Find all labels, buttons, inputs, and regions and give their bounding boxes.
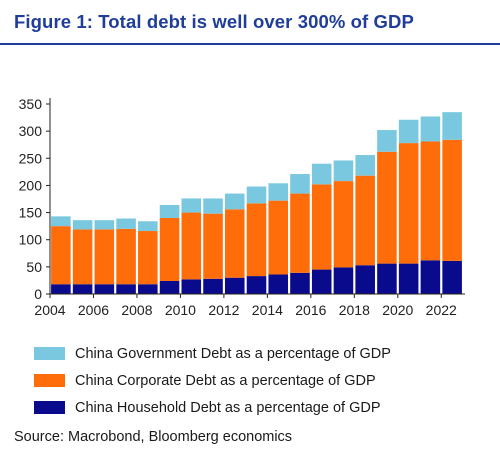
bar-segment-government-2005	[72, 220, 93, 230]
bar-segment-corporate-2005	[72, 229, 93, 285]
y-tick-label: 250	[19, 150, 43, 166]
bar-segment-corporate-2007	[116, 228, 136, 285]
x-tick-label: 2020	[382, 302, 413, 318]
bar-segment-government-2009	[159, 204, 180, 218]
bar-segment-government-2010	[181, 198, 202, 213]
bar-segment-corporate-2006	[94, 229, 115, 285]
bar-segment-government-2006	[94, 220, 115, 230]
bar-segment-household-2020	[398, 263, 419, 294]
legend-label-household: China Household Debt as a percentage of …	[75, 399, 381, 416]
x-tick-label: 2008	[121, 302, 152, 318]
bar-segment-corporate-2019	[377, 151, 397, 264]
bar-segment-government-2013	[246, 186, 267, 204]
bar-segment-government-2004	[51, 216, 71, 227]
legend-item-corporate: China Corporate Debt as a percentage of …	[34, 367, 391, 394]
bar-segment-corporate-2008	[138, 231, 158, 285]
bar-group	[51, 112, 462, 294]
bar-segment-household-2006	[94, 284, 115, 294]
y-tick-label: 0	[34, 286, 42, 302]
bar-segment-household-2014	[268, 274, 289, 294]
bar-segment-household-2012	[224, 277, 245, 294]
bar-segment-corporate-2010	[181, 212, 202, 280]
bar-segment-government-2011	[203, 198, 223, 214]
bar-segment-government-2018	[355, 155, 375, 176]
y-tick-label: 200	[19, 177, 43, 193]
bar-segment-corporate-2016	[311, 184, 332, 270]
legend-item-household: China Household Debt as a percentage of …	[34, 394, 391, 421]
bar-segment-household-2013	[246, 276, 267, 294]
bar-segment-household-2010	[181, 279, 202, 294]
bar-segment-household-2017	[333, 267, 354, 294]
bar-segment-government-2015	[290, 174, 310, 194]
bar-segment-corporate-2015	[290, 193, 310, 273]
bar-segment-government-2020	[398, 119, 419, 144]
x-tick-label: 2004	[34, 302, 65, 318]
bar-segment-government-2014	[268, 183, 289, 201]
legend-swatch-government	[34, 347, 65, 360]
bar-segment-corporate-2020	[398, 143, 419, 264]
bar-segment-household-2011	[203, 278, 223, 294]
bar-segment-corporate-2012	[224, 209, 245, 278]
x-tick-label: 2012	[208, 302, 239, 318]
bar-segment-government-2021	[420, 116, 441, 142]
bar-segment-household-2016	[311, 269, 332, 294]
x-tick-label: 2010	[165, 302, 196, 318]
bar-segment-government-2016	[311, 163, 332, 185]
y-tick-label: 300	[19, 123, 43, 139]
bar-segment-corporate-2013	[246, 203, 267, 277]
bar-segment-corporate-2017	[333, 181, 354, 268]
bar-segment-government-2012	[224, 193, 245, 210]
bar-segment-household-2009	[159, 280, 180, 294]
bar-segment-household-2018	[355, 265, 375, 294]
x-tick-label: 2022	[426, 302, 457, 318]
y-tick-label: 150	[19, 205, 43, 221]
bar-segment-household-2007	[116, 284, 136, 294]
bar-segment-household-2005	[72, 284, 93, 294]
bar-segment-household-2008	[138, 284, 158, 294]
legend-swatch-household	[34, 401, 65, 414]
title-divider	[0, 43, 500, 45]
bar-segment-corporate-2018	[355, 175, 375, 266]
x-tick-label: 2016	[295, 302, 326, 318]
y-tick-label: 100	[19, 232, 43, 248]
bar-segment-government-2007	[116, 218, 136, 229]
bar-segment-corporate-2011	[203, 213, 223, 279]
y-tick-label: 50	[26, 259, 42, 275]
bar-segment-government-2017	[333, 160, 354, 182]
legend-label-government: China Government Debt as a percentage of…	[75, 345, 391, 362]
bar-segment-corporate-2004	[51, 226, 71, 285]
y-axis: 0 50 100 150 200 250 300 350	[19, 96, 51, 302]
bar-segment-household-2022	[442, 260, 462, 294]
x-tick-label: 2018	[339, 302, 370, 318]
x-axis: 2004 2006 2008 2010 2012 2014 2016 2018 2020 2022	[34, 293, 465, 318]
legend-swatch-corporate	[34, 374, 65, 387]
bar-segment-household-2019	[377, 263, 397, 294]
bar-segment-corporate-2021	[420, 141, 441, 261]
bar-segment-household-2015	[290, 272, 310, 294]
bar-segment-corporate-2014	[268, 200, 289, 275]
bar-segment-corporate-2009	[159, 218, 180, 281]
bar-segment-corporate-2022	[442, 139, 462, 261]
legend-item-government: China Government Debt as a percentage of…	[34, 340, 391, 367]
y-tick-label: 350	[19, 96, 43, 112]
bar-segment-government-2019	[377, 130, 397, 152]
x-tick-label: 2014	[252, 302, 283, 318]
chart-title: Figure 1: Total debt is well over 300% o…	[14, 11, 414, 32]
bar-segment-household-2004	[51, 284, 71, 294]
bar-segment-household-2021	[420, 260, 441, 294]
bar-segment-government-2008	[138, 221, 158, 232]
bar-segment-government-2022	[442, 112, 462, 140]
source-note: Source: Macrobond, Bloomberg economics	[14, 429, 293, 445]
legend-label-corporate: China Corporate Debt as a percentage of …	[75, 372, 376, 389]
legend: China Government Debt as a percentage of…	[34, 340, 391, 421]
x-tick-label: 2006	[78, 302, 109, 318]
